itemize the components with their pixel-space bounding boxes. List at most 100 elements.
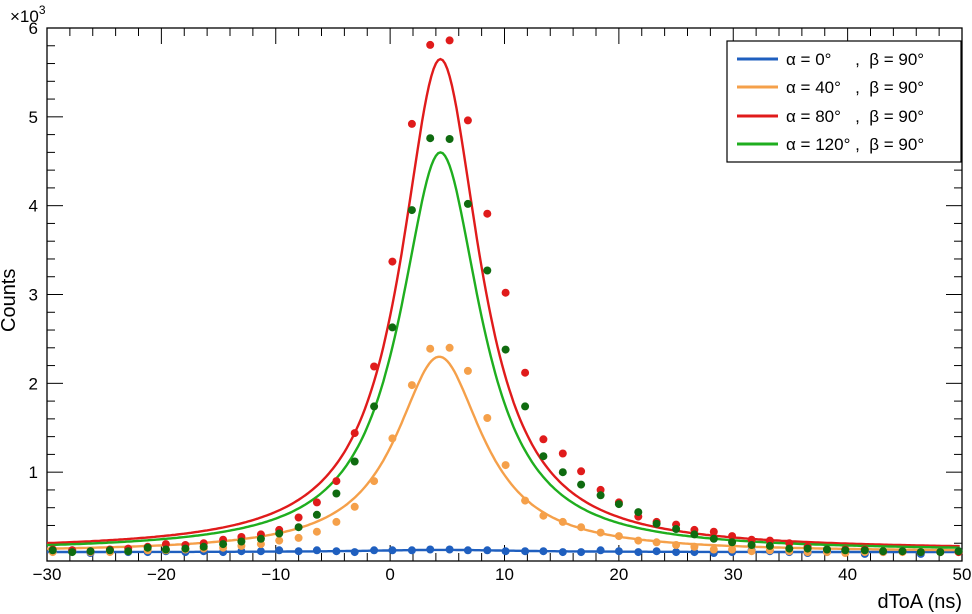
data-point-series-1 (370, 477, 379, 486)
data-point-series-3 (143, 543, 152, 552)
data-point-series-1 (463, 366, 472, 375)
legend-label-0: α = 0° , β = 90° (786, 50, 924, 69)
data-point-series-1 (501, 461, 510, 470)
data-point-series-1 (690, 542, 699, 551)
x-tick-label: −10 (261, 565, 290, 584)
data-point-series-1 (558, 517, 567, 526)
data-point-series-0 (350, 548, 359, 557)
data-point-series-0 (294, 547, 303, 556)
data-point-series-3 (672, 525, 681, 533)
data-point-series-3 (426, 134, 435, 143)
legend-label-3: α = 120° , β = 90° (786, 135, 924, 154)
data-point-series-3 (124, 547, 133, 556)
data-point-series-3 (860, 546, 869, 555)
data-point-series-0 (275, 546, 284, 555)
data-point-series-1 (407, 381, 416, 390)
x-tick-label: 20 (609, 565, 628, 584)
x-tick-label: 30 (724, 565, 743, 584)
data-point-series-2 (728, 532, 737, 541)
data-point-series-3 (48, 546, 57, 555)
y-axis-title: Counts (0, 269, 20, 332)
data-point-series-2 (370, 362, 379, 371)
data-point-series-3 (161, 545, 170, 554)
x-tick-label: −20 (147, 565, 176, 584)
data-point-series-3 (350, 457, 359, 466)
data-point-series-1 (614, 532, 623, 541)
data-point-series-3 (256, 534, 265, 543)
data-point-series-1 (426, 344, 435, 353)
data-point-series-2 (709, 527, 718, 536)
legend: α = 0° , β = 90° α = 40° , β = 90° α = 8… (726, 40, 962, 163)
data-point-series-3 (445, 135, 454, 143)
data-point-series-0 (388, 546, 397, 555)
data-point-series-3 (105, 546, 114, 555)
data-point-series-0 (614, 547, 623, 556)
y-tick-label: 1 (29, 463, 38, 482)
data-point-series-1 (294, 533, 303, 542)
legend-box (726, 40, 962, 163)
data-point-series-1 (275, 536, 284, 545)
data-point-series-1 (634, 536, 643, 545)
data-point-series-1 (388, 434, 397, 443)
data-point-series-0 (652, 547, 661, 556)
y-tick-label: 4 (29, 197, 38, 216)
tick-labels: −30 −20 −10 0 10 20 30 40 50 1 2 3 4 5 6 (29, 19, 972, 584)
y-tick-label: 5 (29, 108, 38, 127)
y-multiplier-base: ×10 (10, 7, 39, 26)
data-point-series-2 (294, 513, 303, 522)
data-point-series-3 (86, 547, 95, 556)
data-point-series-3 (841, 546, 850, 555)
data-point-series-3 (747, 541, 756, 549)
data-point-series-3 (370, 402, 379, 411)
data-point-series-2 (350, 429, 359, 438)
data-point-series-2 (332, 477, 341, 486)
data-point-series-3 (936, 548, 945, 557)
data-point-series-3 (463, 199, 472, 208)
data-point-series-2 (501, 288, 510, 297)
data-point-series-0 (558, 548, 567, 557)
data-point-series-3 (407, 206, 416, 215)
data-point-series-3 (898, 547, 907, 556)
data-point-series-0 (577, 548, 586, 557)
data-point-series-1 (312, 527, 321, 536)
data-point-series-1 (728, 545, 737, 554)
data-point-series-3 (728, 538, 737, 547)
data-point-series-0 (426, 545, 435, 554)
x-tick-label: 50 (953, 565, 972, 584)
data-point-series-3 (652, 519, 661, 528)
data-point-series-1 (709, 545, 718, 554)
x-tick-label: −30 (33, 565, 62, 584)
x-tick-label: 0 (385, 565, 394, 584)
data-points (48, 36, 963, 558)
data-point-series-1 (483, 414, 492, 422)
legend-label-1: α = 40° , β = 90° (786, 78, 924, 97)
data-point-series-0 (407, 546, 416, 555)
data-point-series-3 (181, 544, 190, 553)
data-point-series-3 (219, 540, 228, 549)
data-point-series-0 (596, 546, 605, 555)
data-point-series-2 (558, 449, 567, 458)
data-point-series-0 (256, 547, 265, 556)
data-point-series-1 (747, 547, 756, 556)
data-point-series-2 (539, 435, 548, 444)
data-point-series-0 (672, 548, 681, 557)
data-point-series-3 (483, 266, 492, 275)
data-point-series-3 (690, 530, 699, 539)
x-tick-label: 10 (495, 565, 514, 584)
data-point-series-3 (199, 542, 208, 551)
x-tick-label: 40 (838, 565, 857, 584)
data-point-series-3 (765, 541, 774, 550)
data-point-series-1 (350, 502, 359, 511)
data-point-series-2 (463, 116, 472, 125)
data-point-series-3 (803, 544, 812, 553)
data-point-series-2 (426, 40, 435, 49)
data-point-series-2 (312, 498, 321, 507)
data-point-series-3 (823, 545, 831, 554)
data-point-series-0 (463, 546, 472, 555)
data-point-series-0 (445, 545, 454, 554)
data-point-series-3 (596, 491, 605, 500)
data-point-series-3 (709, 534, 718, 543)
data-point-series-2 (445, 36, 454, 45)
data-point-series-3 (312, 510, 321, 519)
data-point-series-0 (634, 548, 643, 557)
